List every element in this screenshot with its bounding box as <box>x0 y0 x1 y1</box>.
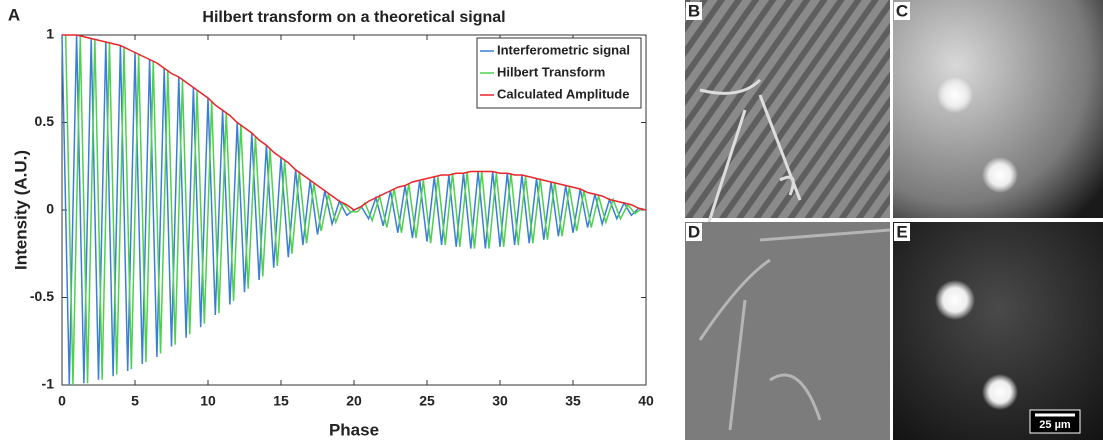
legend-box <box>476 37 642 109</box>
label-box <box>894 2 910 20</box>
cell-outline <box>698 228 891 431</box>
cell-outline <box>698 78 802 251</box>
panel-label: E <box>896 222 907 241</box>
cell <box>935 280 975 320</box>
label-box <box>686 223 702 241</box>
x-tick-label: 5 <box>131 393 139 409</box>
y-axis-label: Intensity (A.U.) <box>11 150 30 270</box>
cell <box>982 157 1018 193</box>
label-box <box>894 223 910 241</box>
y-tick-label: 0 <box>46 201 54 217</box>
panel-label: C <box>896 1 908 20</box>
x-tick-label: 20 <box>346 393 362 409</box>
x-tick-label: 25 <box>419 393 435 409</box>
image-d <box>685 222 890 440</box>
x-tick-label: 0 <box>58 393 66 409</box>
x-tick-label: 10 <box>200 393 216 409</box>
series-line <box>64 34 643 386</box>
x-tick-label: 40 <box>638 393 654 409</box>
x-axis-label: Phase <box>329 420 379 439</box>
cell <box>937 77 973 113</box>
x-tick-label: 35 <box>565 393 581 409</box>
series-line <box>62 34 647 211</box>
scale-bar-label: 25 µm <box>1039 419 1071 431</box>
chart-title: Hilbert transform on a theoretical signa… <box>202 9 505 26</box>
panel-label: A <box>8 5 20 24</box>
y-tick-label: -0.5 <box>30 288 54 304</box>
y-tick-label: 0.5 <box>35 113 55 129</box>
image-panels: B C D E 25 µm <box>685 0 1103 440</box>
y-tick-label: -1 <box>42 376 55 392</box>
y-tick-label: 1 <box>46 26 54 42</box>
legend-label: Interferometric signal <box>497 42 630 57</box>
panel-label: B <box>688 1 700 20</box>
x-tick-label: 30 <box>492 393 508 409</box>
x-tick-label: 15 <box>273 393 289 409</box>
legend-label: Calculated Amplitude <box>497 86 629 101</box>
label-box <box>686 2 702 20</box>
panel-label: D <box>688 222 700 241</box>
image-b <box>685 0 890 218</box>
cell <box>982 374 1018 410</box>
legend-label: Hilbert Transform <box>497 64 605 79</box>
